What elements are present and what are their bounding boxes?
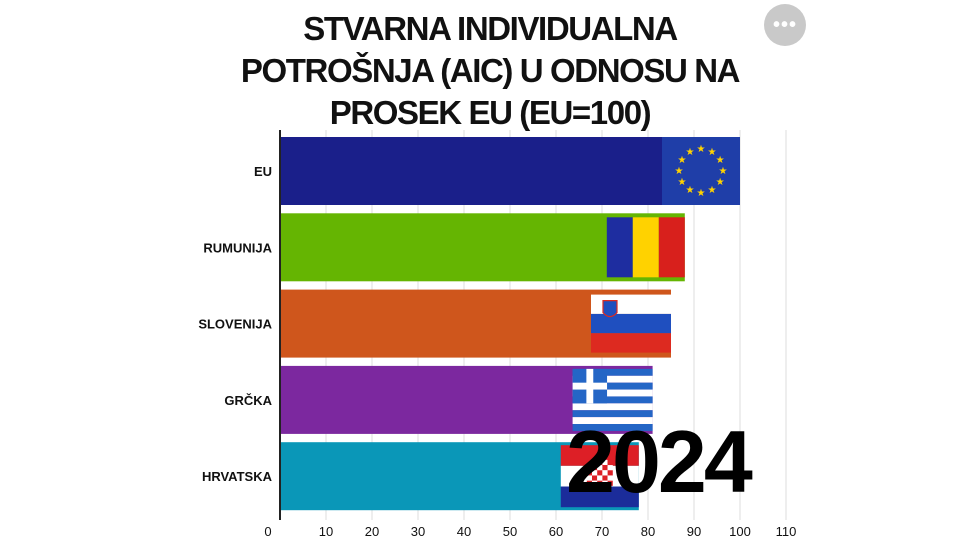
chart-title: STVARNA INDIVIDUALNA POTROŠNJA (AIC) U O…: [190, 8, 790, 134]
svg-text:★: ★: [697, 144, 706, 155]
year-annotation: 2024: [566, 412, 753, 511]
svg-text:★: ★: [697, 188, 706, 199]
category-label: EU: [254, 164, 272, 179]
x-tick-label: 80: [641, 524, 655, 539]
svg-text:★: ★: [708, 185, 717, 196]
x-tick-label: 30: [411, 524, 425, 539]
svg-text:★: ★: [686, 185, 695, 196]
croatia-flag-icon: [560, 445, 639, 508]
x-tick-label: 0: [264, 524, 271, 539]
svg-text:★: ★: [675, 166, 684, 177]
x-tick-label: 100: [729, 524, 751, 539]
svg-text:★: ★: [677, 155, 686, 166]
svg-text:★: ★: [708, 147, 717, 158]
category-label: RUMUNIJA: [203, 240, 272, 255]
x-tick-label: 60: [549, 524, 563, 539]
x-tick-label: 70: [595, 524, 609, 539]
title-line-1: STVARNA INDIVIDUALNA: [303, 10, 678, 47]
svg-text:★: ★: [716, 177, 725, 188]
x-tick-label: 50: [503, 524, 517, 539]
title-line-3: PROSEK EU (EU=100): [329, 94, 652, 131]
x-tick-label: 90: [687, 524, 701, 539]
slovenia-flag-icon: [591, 294, 671, 353]
x-tick-label: 110: [776, 524, 797, 539]
category-label: GRČKA: [224, 393, 272, 408]
romania-flag-icon: [606, 217, 685, 278]
svg-text:★: ★: [677, 177, 686, 188]
svg-text:★: ★: [686, 147, 695, 158]
x-tick-label: 20: [365, 524, 379, 539]
category-label: SLOVENIJA: [198, 317, 272, 332]
more-options-button[interactable]: •••: [764, 4, 806, 46]
svg-text:★: ★: [719, 166, 728, 177]
title-line-2: POTROŠNJA (AIC) U ODNOSU NA: [240, 52, 741, 89]
x-tick-label: 40: [457, 524, 471, 539]
svg-text:★: ★: [716, 155, 725, 166]
greece-flag-icon: [572, 368, 653, 431]
category-label: HRVATSKA: [202, 469, 273, 484]
eu-flag-icon: ★ ★★★★★★★★★★★: [662, 137, 740, 205]
x-tick-label: 10: [319, 524, 333, 539]
